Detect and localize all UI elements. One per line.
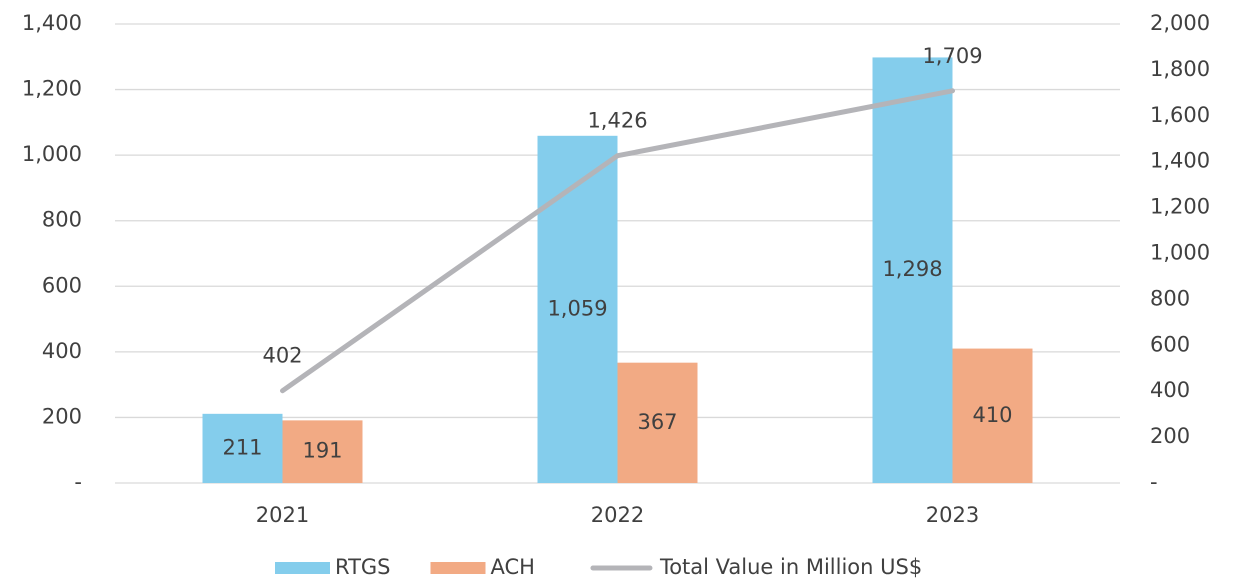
x-tick-label: 2022 [591,503,644,527]
y2-tick-label: 200 [1150,424,1190,448]
legend-label: Total Value in Million US$ [659,555,922,579]
bar [617,362,698,483]
legend-swatch [430,562,486,574]
y-tick-label: 600 [42,273,82,297]
bar [537,135,618,483]
bar [202,413,283,483]
x-tick-label: 2023 [926,503,979,527]
y2-tick-label: 1,200 [1150,195,1210,219]
legend-swatch [275,562,330,574]
y-tick-label: 1,200 [22,77,82,101]
y2-tick-label: - [1150,470,1158,494]
line-label: 402 [262,344,302,368]
line-label: 1,426 [587,109,647,133]
y2-tick-label: 600 [1150,332,1190,356]
data-label: 1,298 [882,257,942,281]
y-tick-label: 1,400 [22,11,82,35]
y-tick-label: 800 [42,208,82,232]
y-tick-label: - [74,470,82,494]
data-label: 367 [637,410,677,434]
data-label: 1,059 [547,296,607,320]
data-label: 410 [972,403,1012,427]
y2-tick-label: 2,000 [1150,11,1210,35]
data-label: 211 [222,435,262,459]
y-tick-label: 1,000 [22,142,82,166]
bar [952,348,1033,483]
y2-tick-label: 400 [1150,378,1190,402]
x-tick-label: 2021 [256,503,309,527]
bar [282,420,363,483]
y2-tick-label: 1,800 [1150,57,1210,81]
legend-label: RTGS [335,555,391,579]
data-label: 191 [302,439,342,463]
line-label: 1,709 [922,44,982,68]
bar [872,57,953,483]
y-tick-label: 200 [42,404,82,428]
y2-tick-label: 1,400 [1150,149,1210,173]
y2-tick-label: 800 [1150,286,1190,310]
y2-tick-label: 1,600 [1150,103,1210,127]
y2-tick-label: 1,000 [1150,241,1210,265]
y-tick-label: 400 [42,339,82,363]
legend-label: ACH [491,555,535,579]
line [280,88,955,394]
